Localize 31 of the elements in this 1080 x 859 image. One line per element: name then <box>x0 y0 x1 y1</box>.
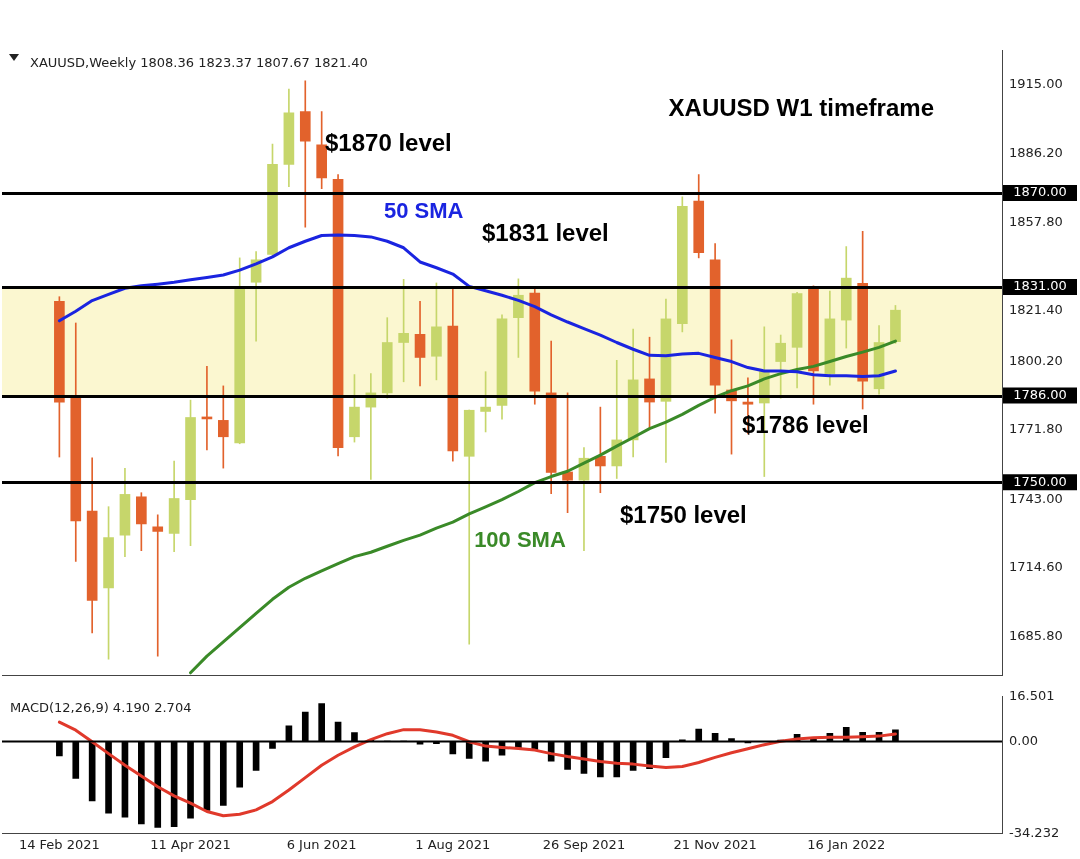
y-tick-label: 1886.20 <box>1009 145 1063 161</box>
annotation: $1870 level <box>325 128 452 156</box>
series-label: 100 SMA <box>474 526 566 552</box>
ref-line-label: 1870.00 <box>1013 184 1067 200</box>
ref-line-label: 1786.00 <box>1013 386 1067 402</box>
ref-line-label: 1831.00 <box>1013 278 1067 294</box>
chart-title: MACD(12,26,9) 4.190 2.704 <box>10 700 192 716</box>
y-tick-label: 1800.20 <box>1009 352 1063 368</box>
y-tick-label: 1685.80 <box>1009 628 1063 644</box>
annotation: $1750 level <box>620 500 747 528</box>
x-tick-label: 6 Jun 2021 <box>286 836 357 852</box>
y-tick-label: 1821.40 <box>1009 301 1063 317</box>
text: XAUUSD W1 timeframe <box>668 94 934 122</box>
y-tick-label: 1714.60 <box>1009 559 1063 575</box>
x-tick-label: 21 Nov 2021 <box>673 836 757 852</box>
y-tick-label: -34.232 <box>1009 824 1060 840</box>
x-tick-label: 11 Apr 2021 <box>150 836 231 852</box>
x-tick-label: 1 Aug 2021 <box>415 836 491 852</box>
y-tick-label: 16.501 <box>1009 688 1055 704</box>
x-tick-label: 14 Feb 2021 <box>18 836 100 852</box>
ref-line-label: 1750.00 <box>1013 473 1067 489</box>
y-tick-label: 1743.00 <box>1009 490 1063 506</box>
x-tick-label: 16 Jan 2022 <box>807 836 886 852</box>
x-tick-label: 26 Sep 2021 <box>542 836 626 852</box>
y-tick-label: 0.00 <box>1009 732 1038 748</box>
series-label: 50 SMA <box>383 197 464 223</box>
annotation: $1831 level <box>482 218 609 246</box>
y-tick-label: 1915.00 <box>1009 75 1063 91</box>
y-tick-label: 1857.80 <box>1009 213 1063 229</box>
chart-subtitle: XAUUSD,Weekly 1808.36 1823.37 1807.67 1821.40 <box>30 55 368 71</box>
y-tick-label: 1771.80 <box>1009 421 1063 437</box>
